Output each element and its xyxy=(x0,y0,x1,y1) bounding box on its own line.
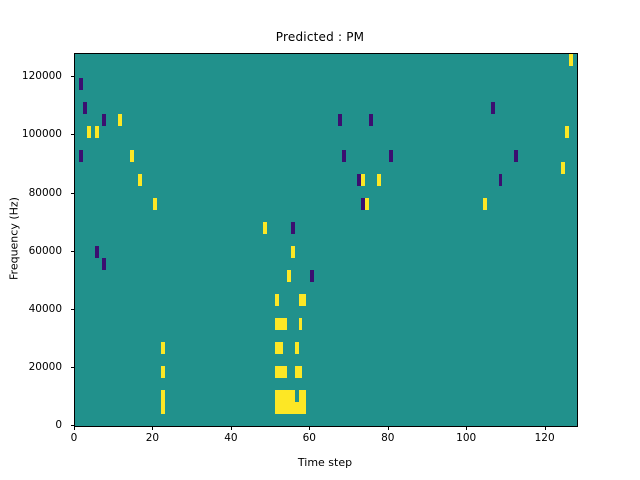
y-tick-label: 40000 xyxy=(28,302,62,315)
y-tick-label: 120000 xyxy=(21,70,62,83)
x-tick-label: 0 xyxy=(70,432,78,444)
y-tick-mark xyxy=(70,134,74,136)
y-tick-label: 0 xyxy=(55,419,62,431)
x-tick-label: 100 xyxy=(456,432,477,444)
y-tick-mark xyxy=(70,76,74,78)
y-tick-mark xyxy=(70,308,74,310)
y-tick-mark xyxy=(70,366,74,368)
y-tick-mark xyxy=(70,425,74,426)
heatmap-canvas[interactable] xyxy=(75,54,577,426)
y-tick-label: 80000 xyxy=(28,186,62,199)
y-tick-label: 20000 xyxy=(28,360,62,373)
y-tick-mark xyxy=(70,192,74,194)
x-tick-mark xyxy=(309,426,311,430)
x-tick-mark xyxy=(74,426,75,430)
y-tick-label: 60000 xyxy=(28,244,62,257)
x-tick-mark xyxy=(466,426,468,430)
y-tick-mark xyxy=(70,250,74,252)
x-tick-mark xyxy=(387,426,389,430)
page-title: Predicted : PM xyxy=(275,30,365,44)
x-tick-mark xyxy=(152,426,154,430)
x-tick-mark xyxy=(544,426,546,430)
y-tick-label: 100000 xyxy=(21,128,62,141)
x-tick-label: 20 xyxy=(145,432,160,444)
x-tick-label: 60 xyxy=(302,432,316,444)
x-tick-label: 40 xyxy=(224,432,238,444)
x-axis-label: Time step xyxy=(297,456,353,469)
x-tick-label: 80 xyxy=(381,432,395,444)
heatmap-plot-area[interactable] xyxy=(74,53,578,427)
x-tick-mark xyxy=(230,426,232,430)
x-tick-label: 120 xyxy=(534,432,555,444)
